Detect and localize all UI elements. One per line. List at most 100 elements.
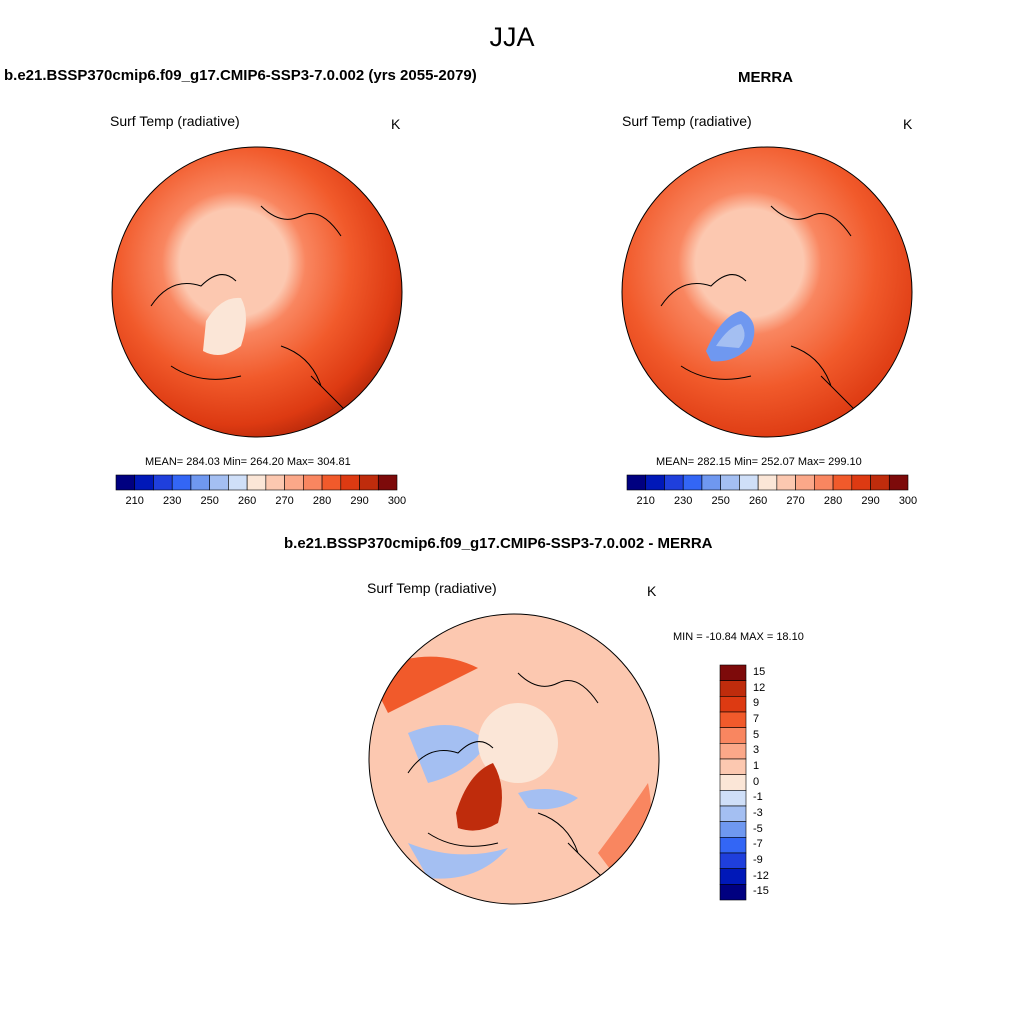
panel1-colorbar-tick: 290 <box>350 495 369 507</box>
panel3-stats: MIN = -10.84 MAX = 18.10 <box>673 631 804 643</box>
panel1-colorbar-swatch <box>340 474 360 491</box>
panel1-ice-region <box>203 297 246 355</box>
panel2-colorbar-swatch <box>832 474 853 491</box>
panel3-colorbar <box>719 664 747 901</box>
panel3-colorbar-swatch <box>719 884 747 901</box>
panel2-colorbar-tick: 230 <box>674 495 693 507</box>
panel2-colorbar-swatch <box>645 474 665 491</box>
panel1-colorbar-tick: 210 <box>125 495 144 507</box>
panel1-colorbar-tick: 260 <box>237 495 257 507</box>
panel2-title: MERRA <box>738 69 793 86</box>
panel1-colorbar-swatch <box>359 474 379 491</box>
panel3-colorbar-tick: 12 <box>753 681 766 694</box>
panel1-colorbar-swatch <box>303 474 323 491</box>
panel2-colorbar-swatch <box>664 474 684 491</box>
panel1-stats: MEAN= 284.03 Min= 264.20 Max= 304.81 <box>145 456 351 468</box>
panel3-colorbar-swatch <box>719 711 747 728</box>
panel3-colorbar-tick: 3 <box>753 744 760 757</box>
panel3-colorbar-swatch <box>719 868 747 885</box>
panel3-colorbar-swatch <box>719 805 747 822</box>
panel3-units-label: K <box>647 583 657 599</box>
panel1-colorbar-tick: 300 <box>387 495 407 507</box>
panel1-colorbar <box>115 474 398 491</box>
panel2-colorbar-swatch <box>870 474 890 491</box>
panel1-field <box>112 147 402 437</box>
panel2-colorbar-swatch <box>814 474 834 491</box>
panel1-title: b.e21.BSSP370cmip6.f09_g17.CMIP6-SSP3-7.… <box>4 67 477 84</box>
panel1-colorbar-swatch <box>134 474 154 491</box>
panel2-colorbar-tick: 210 <box>636 495 655 507</box>
panel1-colorbar-swatch <box>265 474 285 491</box>
panel2-colorbar-tick: 290 <box>861 495 880 507</box>
panel3-colorbar-tick: -15 <box>753 885 769 898</box>
panel3-colorbar-tick: 0 <box>753 775 760 788</box>
panel1-colorbar-swatch <box>171 474 192 491</box>
panel3-colorbar-swatch <box>719 852 747 869</box>
panel3-colorbar-swatch <box>719 790 747 807</box>
panel2-colorbar-tick: 280 <box>823 495 843 507</box>
panel3-colorbar-tick: -9 <box>753 853 763 866</box>
panel1-coastlines <box>150 205 352 417</box>
panel3-colorbar-tick: 15 <box>753 665 766 678</box>
panel3-colorbar-tick: -12 <box>753 869 769 882</box>
panel3-coastlines <box>407 672 609 884</box>
panel3-variable-label: Surf Temp (radiative) <box>367 580 497 596</box>
panel1-variable-label: Surf Temp (radiative) <box>110 113 240 129</box>
panel1-colorbar-swatch <box>284 474 304 491</box>
panel2-stats: MEAN= 282.15 Min= 252.07 Max= 299.10 <box>656 456 862 468</box>
panel2-units-label: K <box>903 116 913 132</box>
panel3-colorbar-swatch <box>719 664 747 681</box>
panel2-colorbar-swatch <box>851 474 871 491</box>
panel1-colorbar-swatch <box>190 474 210 491</box>
panel1-colorbar-tick: 270 <box>275 495 294 507</box>
panel1-colorbar-swatch <box>377 474 398 491</box>
panel3-colorbar-swatch <box>719 837 747 854</box>
panel1-colorbar-tick: 230 <box>163 495 182 507</box>
panel2-colorbar-tick: 270 <box>786 495 805 507</box>
panel3-colorbar-tick: -5 <box>753 822 763 835</box>
panel1-colorbar-swatch <box>246 474 267 491</box>
season-title: JJA <box>489 22 535 52</box>
panel2-map <box>621 146 913 438</box>
panel2-colorbar-swatch <box>795 474 815 491</box>
panel2-colorbar-tick: 300 <box>898 495 918 507</box>
panel1-units-label: K <box>391 116 401 132</box>
panel3-colorbar-swatch <box>719 680 747 697</box>
panel1-colorbar-swatch <box>228 474 248 491</box>
panel3-greenland-warm <box>456 763 502 831</box>
panel2-field <box>622 147 912 437</box>
panel3-colorbar-tick: -1 <box>753 791 763 804</box>
panel3-colorbar-swatch <box>719 774 747 791</box>
panel3-map <box>368 613 660 905</box>
panel2-colorbar-swatch <box>776 474 796 491</box>
panel3-colorbar-swatch <box>719 821 747 838</box>
panel3-colorbar-tick: 5 <box>753 728 760 741</box>
panel3-colorbar-swatch <box>719 743 747 760</box>
panel2-colorbar-swatch <box>757 474 778 491</box>
panel1-colorbar-swatch <box>209 474 229 491</box>
panel2-coastlines <box>660 205 862 417</box>
panel1-colorbar-tick: 250 <box>200 495 219 507</box>
panel2-colorbar-swatch <box>701 474 721 491</box>
panel1-map <box>111 146 403 438</box>
panel1-colorbar-swatch <box>321 474 342 491</box>
panel2-colorbar-tick: 250 <box>711 495 730 507</box>
panel2-colorbar-tick: 260 <box>748 495 768 507</box>
panel2-colorbar-swatch <box>626 474 647 491</box>
panel2-colorbar-swatch <box>888 474 909 491</box>
panel2-colorbar-swatch <box>720 474 740 491</box>
panel2-colorbar-swatch <box>682 474 703 491</box>
panel2-colorbar <box>626 474 909 491</box>
panel2-variable-label: Surf Temp (radiative) <box>622 113 752 129</box>
panel2-colorbar-swatch <box>739 474 759 491</box>
panel3-colorbar-swatch <box>719 696 747 713</box>
panel1-colorbar-swatch <box>153 474 173 491</box>
panel3-colorbar-swatch <box>719 758 747 775</box>
panel3-colorbar-tick: 9 <box>753 697 760 710</box>
panel3-colorbar-tick: 7 <box>753 712 760 725</box>
panel1-colorbar-swatch <box>115 474 136 491</box>
panel3-colorbar-swatch <box>719 727 747 744</box>
panel3-colorbar-tick: 1 <box>753 759 760 772</box>
panel3-colorbar-tick: -7 <box>753 838 763 851</box>
panel3-title: b.e21.BSSP370cmip6.f09_g17.CMIP6-SSP3-7.… <box>284 535 713 552</box>
